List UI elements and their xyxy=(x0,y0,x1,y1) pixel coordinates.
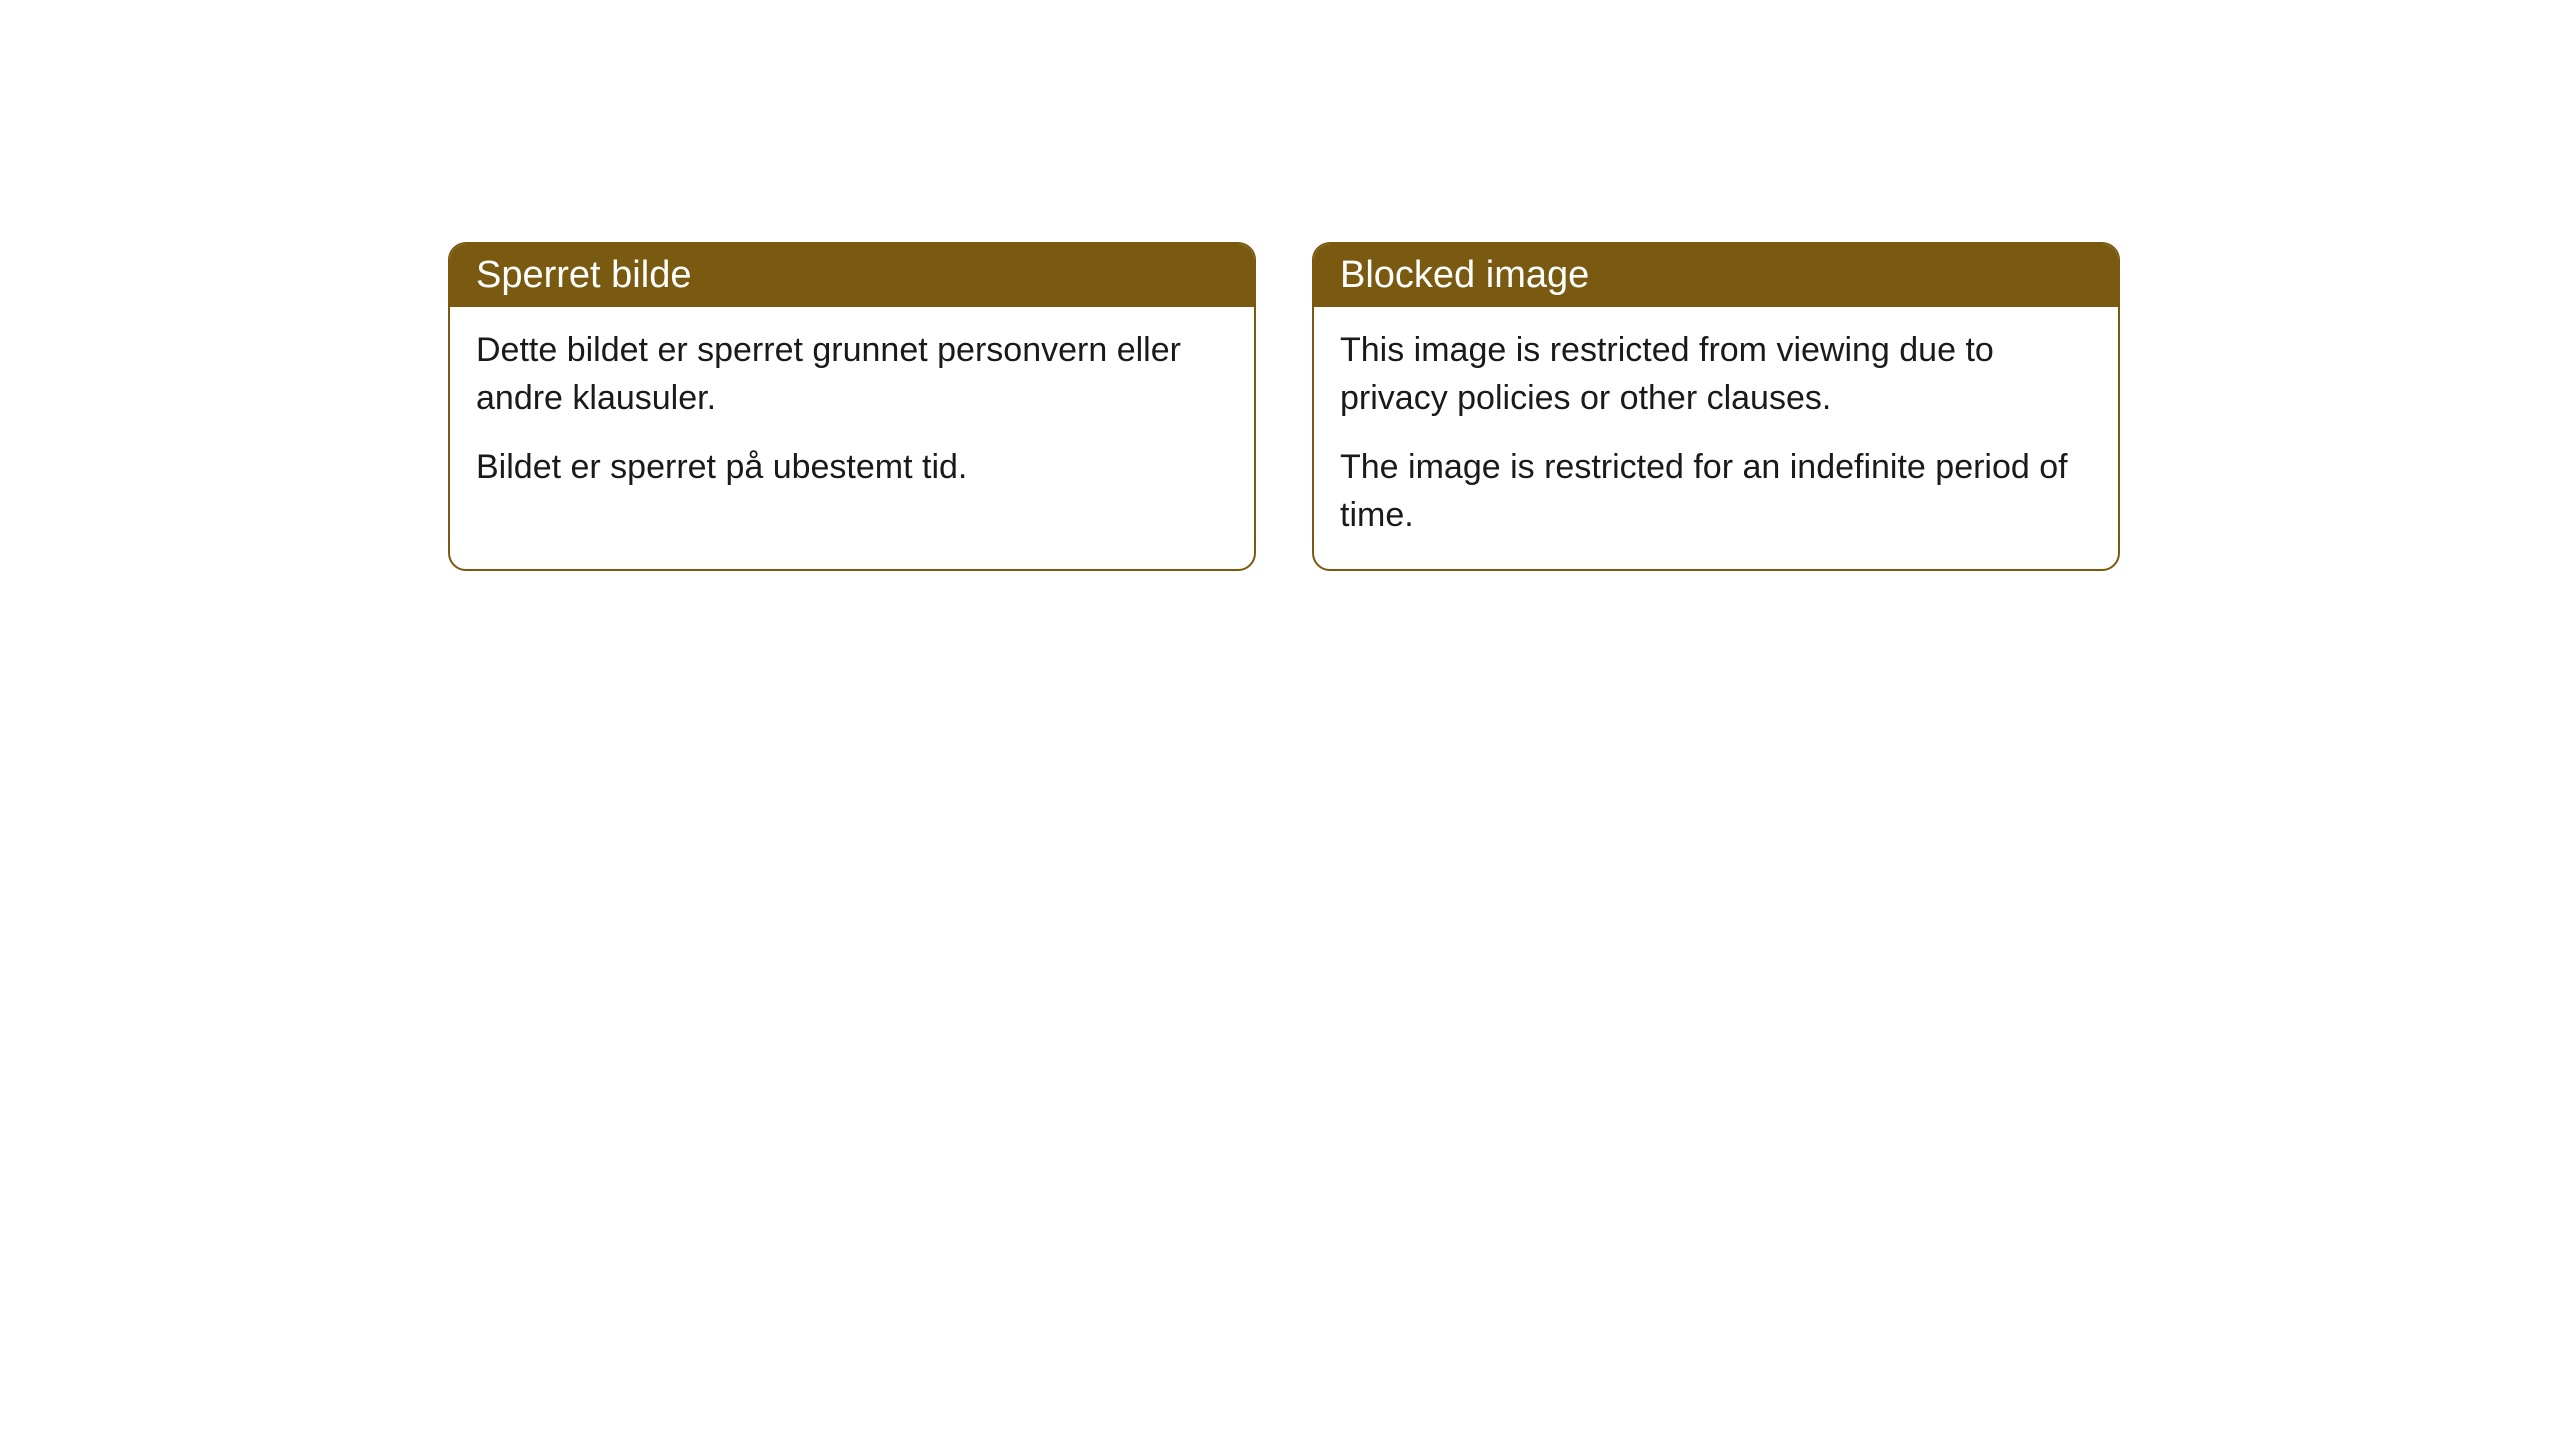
card-body: This image is restricted from viewing du… xyxy=(1314,307,2118,569)
notice-container: Sperret bilde Dette bildet er sperret gr… xyxy=(448,242,2120,571)
card-paragraph: Bildet er sperret på ubestemt tid. xyxy=(476,444,1228,492)
notice-card-english: Blocked image This image is restricted f… xyxy=(1312,242,2120,571)
card-paragraph: The image is restricted for an indefinit… xyxy=(1340,444,2092,539)
card-title: Sperret bilde xyxy=(476,254,691,296)
card-paragraph: Dette bildet er sperret grunnet personve… xyxy=(476,327,1228,422)
card-paragraph: This image is restricted from viewing du… xyxy=(1340,327,2092,422)
card-body: Dette bildet er sperret grunnet personve… xyxy=(450,307,1254,522)
card-title: Blocked image xyxy=(1340,254,1589,296)
notice-card-norwegian: Sperret bilde Dette bildet er sperret gr… xyxy=(448,242,1256,571)
card-header: Sperret bilde xyxy=(450,244,1254,307)
card-header: Blocked image xyxy=(1314,244,2118,307)
